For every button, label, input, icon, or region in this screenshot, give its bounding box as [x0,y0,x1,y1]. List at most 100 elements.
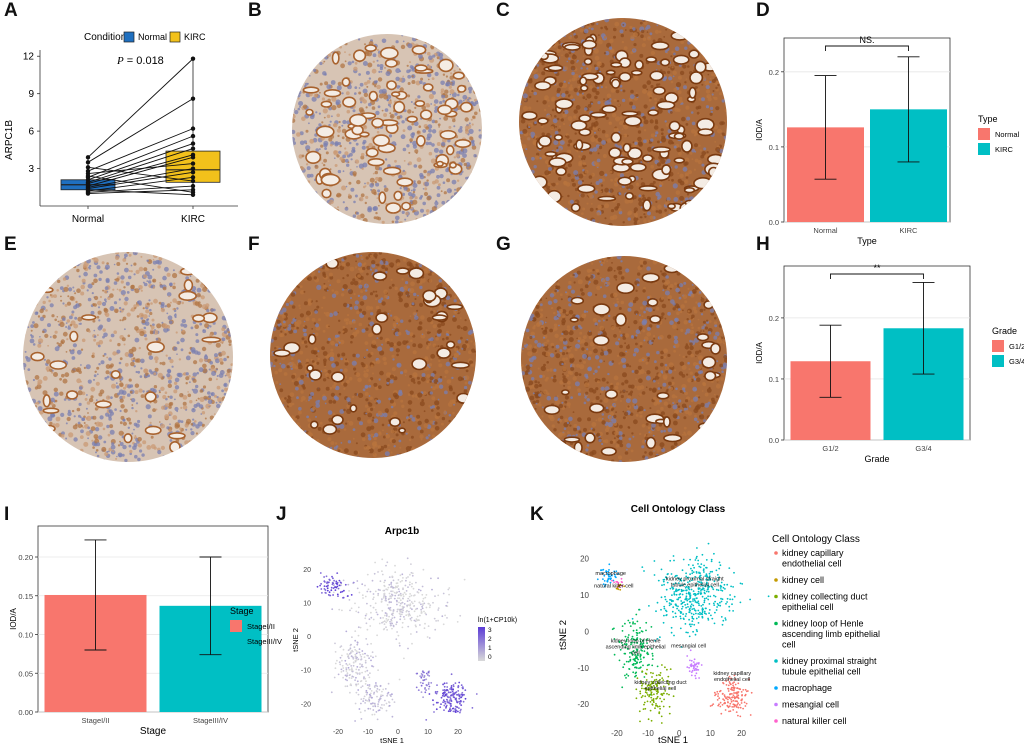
tissue-cell [421,373,426,377]
tissue-cell [532,208,535,211]
tissue-cell [446,199,452,205]
tissue-cell [43,254,49,260]
tissue-cell [449,89,455,95]
tissue-cell [32,432,36,436]
tissue-cell [135,269,140,274]
tissue-cell [595,120,598,123]
tissue-cell [568,86,574,91]
tissue-cell [326,451,330,455]
tissue-cell [348,141,352,145]
tissue-cell [75,252,81,257]
tissue-cell [49,436,55,443]
tissue-cell [331,454,336,458]
tissue-cell [671,50,674,54]
tissue-cell [130,309,133,312]
tissue-cell [207,399,213,404]
tissue-cell [404,253,407,256]
tissue-cell [528,34,532,39]
tissue-cell [434,71,439,77]
tissue-cell [477,185,482,189]
tissue-cell [299,105,301,108]
tissue-cell [670,24,674,28]
tissue-cell [102,328,106,332]
tissue-cell [58,267,62,271]
tissue-cell [358,91,362,95]
tissue-cell [467,70,470,74]
tissue-cell [553,44,557,48]
tissue-cell [199,432,205,438]
tissue-cell [112,288,115,291]
tissue-cell [346,109,351,114]
tissue-cell [292,72,295,75]
tissue-cell [306,180,311,184]
tissue-cell [557,177,562,181]
tissue-cell [590,136,596,142]
tissue-cell [588,175,593,179]
tissue-cell [659,184,662,188]
tissue-tubule [538,51,549,61]
tissue-cell [380,297,384,301]
tissue-cell [571,178,575,182]
tissue-tubule [183,278,194,292]
tissue-tubule [123,433,133,444]
tissue-cell [61,373,65,378]
tissue-cell [553,140,559,146]
tissue-cell [193,360,198,365]
tissue-cell [427,342,431,346]
tissue-cell [540,19,543,22]
tissue-cell [24,292,29,296]
tissue-cell [304,210,307,213]
tissue-cell [145,404,151,410]
tissue-cell [661,132,664,135]
tissue-cell [443,116,449,121]
tissue-cell [44,333,49,338]
tissue-cell [291,274,294,277]
tissue-cell [554,18,560,23]
tissue-cell [40,436,45,441]
tissue-cell [169,439,173,442]
tissue-cell [303,258,308,263]
tissue-cell [471,428,476,433]
tissue-cell [173,282,176,285]
tissue-cell [725,202,727,206]
tissue-cell [619,116,623,120]
tissue-cell [406,345,410,349]
tissue-tubule [42,407,60,414]
tissue-cell [526,136,531,141]
tissue-cell [164,266,169,272]
tissue-cell [720,163,724,168]
tissue-cell [586,202,589,205]
tissue-cell [102,289,105,292]
tissue-cell [610,178,613,182]
tissue-cell [215,453,221,459]
tissue-cell [423,423,429,429]
tissue-cell [458,311,460,313]
tissue-cell [277,285,280,288]
tissue-cell [692,20,695,23]
tissue-cell [112,450,115,453]
tissue-cell [292,186,296,192]
tissue-cell [679,195,685,201]
tissue-cell [226,414,229,417]
tissue-cell [551,108,555,112]
tissue-cell [65,351,68,353]
tissue-cell [160,445,165,450]
tissue-cell [117,452,123,458]
tissue-cell [567,143,571,147]
tissue-cell [532,64,537,69]
tissue-cell [425,254,429,258]
panel-label-c: C [496,0,510,21]
tissue-cell [224,313,227,316]
tissue-cell [556,210,561,215]
tissue-cell [704,25,709,30]
tissue-cell [556,223,560,226]
tissue-cell [629,94,635,99]
tissue-cell [597,137,602,142]
tissue-cell [60,456,66,461]
tissue-cell [168,295,171,298]
tissue-cell [284,260,287,263]
tissue-cell [208,448,211,451]
tissue-cell [726,150,727,153]
tissue-cell [434,120,438,124]
tissue-cell [222,413,226,418]
